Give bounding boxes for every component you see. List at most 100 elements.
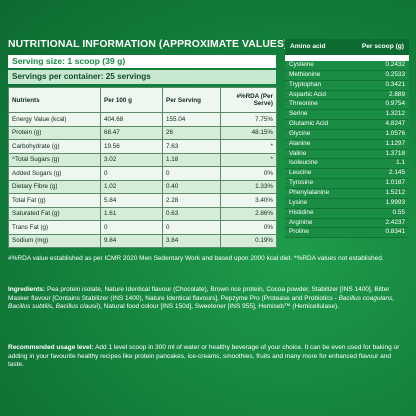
nutrient-per-serving: 1.18: [162, 152, 221, 167]
amino-acid-row: Alanine 1.1297: [285, 139, 409, 150]
nutrient-per-serving: 26: [162, 125, 221, 140]
amino-acid-name: Glutamic Acid: [285, 119, 364, 130]
amino-acid-value: 0.8341: [363, 227, 409, 239]
amino-acid-name: Glycine: [285, 129, 364, 140]
amino-acid-row: Glutamic Acid 4.8247: [285, 119, 409, 130]
usage-paragraph: Recommended usage level: Add 1 level sco…: [8, 344, 408, 370]
amino-acid-table: Cysteine 0.2432 Methionine 0.2533 Tryptophan…: [285, 61, 409, 239]
amino-acid-value: 0.9754: [363, 99, 409, 111]
amino-acid-value: 0.2533: [363, 70, 409, 81]
ingredients-probiotics: Bacillus coagulans, Bacillus subtilis, B…: [8, 294, 395, 311]
nutrition-row: Sodium (mg) 9.84 3.84 0.19%: [8, 233, 277, 248]
nutrient-rda: 48.15%: [220, 125, 277, 140]
amino-acid-row: Tryptophan 0.3421: [285, 80, 409, 91]
nutrient-rda: 1.33%: [220, 179, 277, 194]
amino-acid-row: Tyrosine 1.0187: [285, 178, 409, 189]
nutrient-name: Energy Value (kcal): [8, 112, 101, 127]
amino-acid-value: 1.3718: [363, 149, 409, 160]
amino-acid-header-value: Per scoop (g): [361, 43, 404, 50]
amino-acid-value: 2.145: [363, 168, 409, 180]
nutrient-name: Trans Fat (g): [8, 220, 101, 235]
amino-acid-value: 0.2432: [363, 61, 409, 71]
nutrition-table-header: Nutrients Per 100 g Per Serving #%RDA (P…: [8, 87, 277, 113]
nutrient-rda: 0.19%: [220, 233, 277, 248]
nutrition-row: Trans Fat (g) 0 0 0%: [8, 220, 277, 235]
amino-acid-name: Tyrosine: [285, 178, 364, 189]
nutrient-per-100g: 3.02: [100, 152, 163, 167]
servings-per-container-banner: Servings per container: 25 servings: [8, 70, 276, 84]
amino-acid-row: Valine 1.3718: [285, 149, 409, 160]
amino-acid-panel: Amino acid Per scoop (g) Cysteine 0.2432 M…: [285, 39, 409, 239]
amino-acid-row: Arginine 2.4237: [285, 218, 409, 229]
ingredients-label: Ingredients:: [8, 286, 46, 293]
nutrition-row: Carbohydrate (g) 19.56 7.63 *: [8, 139, 277, 154]
amino-acid-name: Phenylalanine: [285, 188, 364, 199]
nutrition-row: Total Fat (g) 5.84 2.28 3.40%: [8, 193, 277, 208]
nutrition-row: ^Total Sugars (g) 3.02 1.18 *: [8, 152, 277, 167]
nutrition-table: Nutrients Per 100 g Per Serving #%RDA (P…: [8, 87, 277, 248]
nutrient-per-100g: 1.61: [100, 206, 163, 221]
amino-acid-row: Cysteine 0.2432: [285, 61, 409, 71]
nutrient-name: Saturated Fat (g): [8, 206, 101, 221]
amino-acid-value: 1.3212: [363, 109, 409, 121]
amino-acid-value: 1.1: [363, 158, 409, 170]
amino-acid-row: Aspartic Acid 2.889: [285, 90, 409, 101]
nutrient-per-100g: 0: [100, 166, 163, 181]
amino-acid-header: Amino acid Per scoop (g): [285, 39, 409, 55]
amino-acid-value: 1.9993: [363, 198, 409, 209]
nutrient-per-serving: 0.40: [162, 179, 221, 194]
amino-acid-row: Glycine 1.0576: [285, 129, 409, 140]
ingredients-text-2: ), Natural food colour [INS 150d], Sweet…: [97, 303, 339, 311]
header-per-serving: Per Serving: [162, 87, 221, 113]
nutrition-row: Energy Value (kcal) 404.68 155.04 7.75%: [8, 112, 277, 127]
header-nutrients: Nutrients: [8, 87, 101, 113]
nutrient-name: Carbohydrate (g): [8, 139, 101, 154]
nutrient-rda: 0%: [220, 220, 277, 235]
nutrient-name: Added Sugars (g): [8, 166, 101, 181]
amino-acid-name: Valine: [285, 149, 364, 160]
amino-acid-name: Leucine: [285, 168, 364, 180]
nutrient-per-serving: 3.84: [162, 233, 221, 248]
amino-acid-row: Methionine 0.2533: [285, 70, 409, 81]
amino-acid-value: 2.889: [363, 90, 409, 101]
amino-acid-value: 1.5212: [363, 188, 409, 199]
amino-acid-name: Alanine: [285, 139, 364, 150]
nutrient-per-serving: 0: [162, 166, 221, 181]
amino-acid-row: Phenylalanine 1.5212: [285, 188, 409, 199]
amino-acid-row: Threonine 0.9754: [285, 99, 409, 111]
amino-acid-name: Methionine: [285, 70, 364, 81]
nutrient-per-serving: 0.63: [162, 206, 221, 221]
amino-acid-row: Histidine 0.55: [285, 208, 409, 219]
amino-acid-name: Tryptophan: [285, 80, 364, 91]
nutrient-per-serving: 155.04: [162, 112, 221, 127]
nutrient-per-100g: 404.68: [100, 112, 163, 127]
amino-acid-row: Isoleucine 1.1: [285, 158, 409, 170]
nutrient-per-serving: 7.63: [162, 139, 221, 154]
rda-footnote: #%RDA value established as per ICMR 2020…: [8, 255, 384, 262]
amino-acid-row: Leucine 2.145: [285, 168, 409, 180]
amino-acid-header-name: Amino acid: [290, 43, 326, 50]
nutrition-row: Dietary Fibre (g) 1.02 0.40 1.33%: [8, 179, 277, 194]
nutrient-name: ^Total Sugars (g): [8, 152, 101, 167]
nutrient-rda: 2.86%: [220, 206, 277, 221]
header-per-100g: Per 100 g: [100, 87, 163, 113]
serving-size-banner: Serving size: 1 scoop (39 g): [8, 55, 276, 68]
ingredients-paragraph: Ingredients: Pea protein isolate, Nature…: [8, 286, 408, 312]
amino-acid-value: 0.3421: [363, 80, 409, 91]
usage-text: Add 1 level scoop in 300 ml of water or …: [8, 344, 400, 369]
nutrient-rda: *: [220, 152, 277, 167]
nutrient-name: Sodium (mg): [8, 233, 101, 248]
nutrient-name: Total Fat (g): [8, 193, 101, 208]
amino-acid-row: Serine 1.3212: [285, 109, 409, 121]
amino-acid-value: 2.4237: [363, 218, 409, 229]
amino-acid-value: 1.0187: [363, 178, 409, 189]
amino-acid-value: 1.0576: [363, 129, 409, 140]
nutrient-per-100g: 9.84: [100, 233, 163, 248]
ingredients-text-1: Pea protein isolate, Nature Identical fl…: [8, 286, 390, 302]
nutrient-rda: 3.40%: [220, 193, 277, 208]
amino-acid-row: Lysine 1.9993: [285, 198, 409, 209]
nutrition-row: Protein (g) 68.47 26 48.15%: [8, 125, 277, 140]
nutrient-rda: 0%: [220, 166, 277, 181]
nutrient-rda: *: [220, 139, 277, 154]
nutrient-per-100g: 68.47: [100, 125, 163, 140]
